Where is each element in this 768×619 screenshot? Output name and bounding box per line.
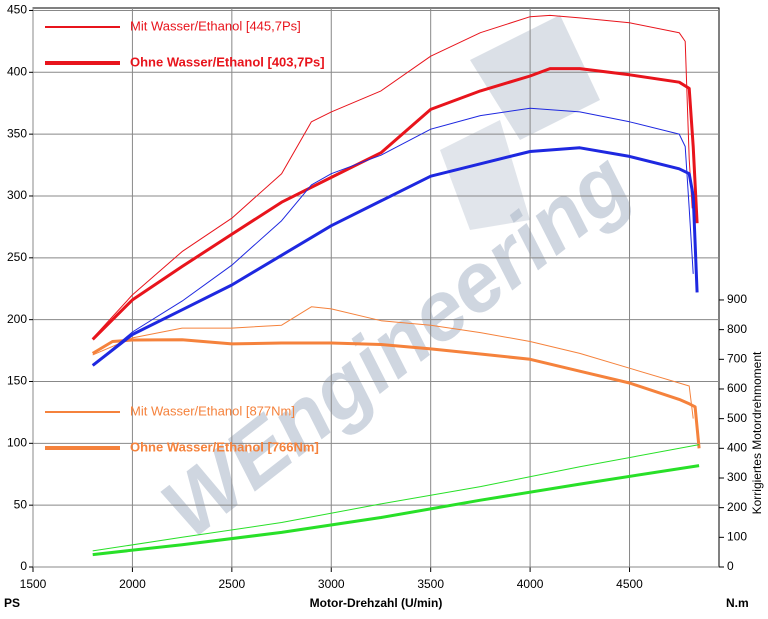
- x-axis-label: Motor-Drehzahl (U/min): [310, 596, 443, 610]
- y-tick-label: 150: [7, 374, 27, 388]
- series-line: [92, 444, 700, 552]
- y2-tick-label: 700: [727, 351, 747, 365]
- series-line: [92, 464, 700, 557]
- legend-entry: Ohne Wasser/Ethanol [766Nm]: [130, 439, 319, 454]
- x-tick-label: 2500: [218, 577, 245, 591]
- y-tick-label: 400: [7, 64, 27, 78]
- series-line: [91, 338, 701, 449]
- y-tick-label: 300: [7, 188, 27, 202]
- y2-tick-label: 800: [727, 322, 747, 336]
- y2-axis-label: Korrigiertes Motordrehmoment: [750, 351, 764, 514]
- y2-tick-label: 300: [727, 470, 747, 484]
- x-tick-label: 2000: [119, 577, 146, 591]
- y-tick-label: 250: [7, 250, 27, 264]
- y-tick-label: 350: [7, 126, 27, 140]
- y2-axis-unit: N.m: [726, 596, 749, 610]
- y2-tick-label: 200: [727, 500, 747, 514]
- legend-entry: Ohne Wasser/Ethanol [403,7Ps]: [130, 54, 325, 69]
- y-tick-label: 50: [14, 497, 28, 511]
- series-line: [91, 146, 699, 367]
- watermark-logo: [440, 15, 600, 230]
- y-tick-label: 0: [20, 559, 27, 573]
- x-tick-label: 4500: [616, 577, 643, 591]
- legend-entry: Mit Wasser/Ethanol [877Nm]: [130, 403, 295, 418]
- y2-tick-label: 600: [727, 381, 747, 395]
- plot-area: [32, 7, 720, 568]
- series-line: [91, 67, 699, 341]
- y2-tick-label: 900: [727, 292, 747, 306]
- x-tick-label: 3000: [318, 577, 345, 591]
- series-line: [92, 14, 693, 339]
- x-tick-label: 4000: [517, 577, 544, 591]
- series-line: [92, 107, 694, 366]
- y2-tick-label: 100: [727, 530, 747, 544]
- y2-tick-label: 400: [727, 440, 747, 454]
- x-tick-label: 3500: [417, 577, 444, 591]
- y2-tick-label: 500: [727, 411, 747, 425]
- y-tick-label: 450: [7, 3, 27, 17]
- y-axis-label: PS: [4, 596, 20, 610]
- series-line: [92, 306, 694, 419]
- legend-entry: Mit Wasser/Ethanol [445,7Ps]: [130, 18, 301, 33]
- y2-tick-label: 0: [727, 559, 734, 573]
- y-tick-label: 100: [7, 435, 27, 449]
- y-tick-label: 200: [7, 312, 27, 326]
- x-tick-label: 1500: [20, 577, 47, 591]
